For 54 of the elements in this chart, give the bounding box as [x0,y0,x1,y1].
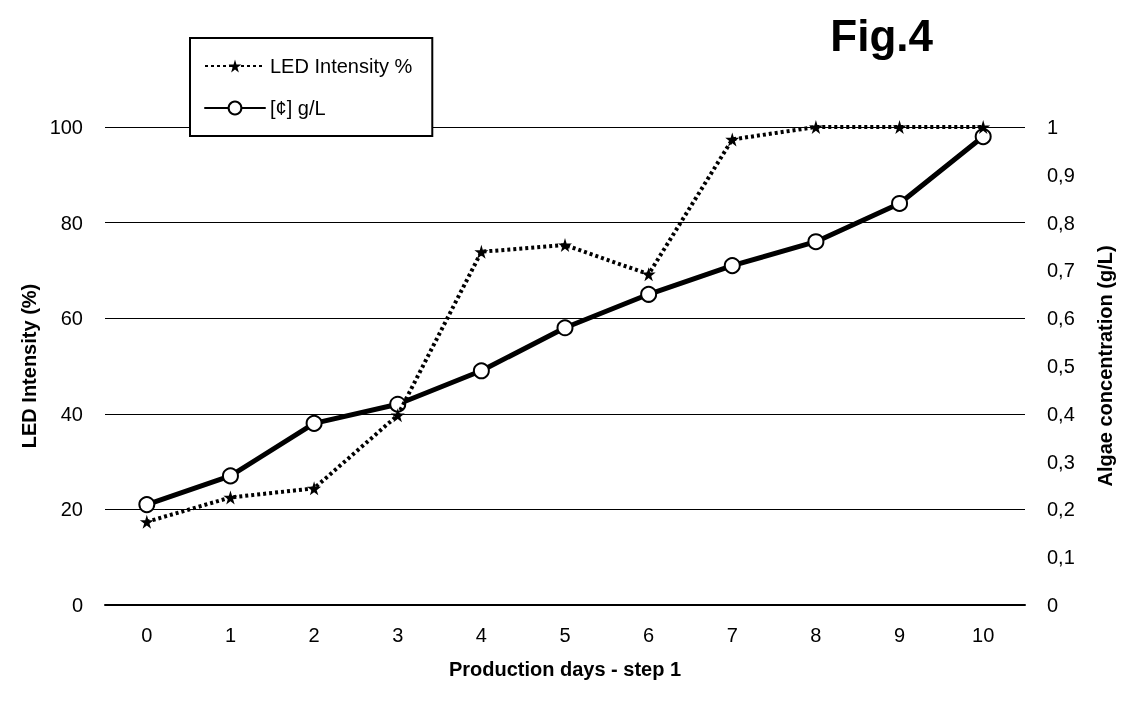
point [640,285,658,303]
x-tick-label: 8 [810,624,822,646]
y-tick-label: 20 [60,498,83,521]
x-tick-label: 10 [972,624,995,646]
x-tick-label: 5 [559,624,571,646]
point [641,267,656,282]
point [976,120,991,134]
point [221,467,239,485]
point [808,120,823,134]
point [307,481,322,496]
point [807,233,825,251]
point [472,362,490,380]
y2-tick-label: 0,9 [1047,163,1075,186]
y-tick-label: 80 [60,211,83,234]
y2-tick-label: 0,1 [1047,546,1075,569]
chart-title: Fig.4 [830,10,934,60]
point [139,514,154,529]
point [305,414,323,432]
legend-label: [¢] g/L [270,97,326,119]
y2-tick-label: 0,7 [1047,259,1075,282]
y2-tick-label: 0,3 [1047,450,1075,473]
y2-tick-label: 0,4 [1047,402,1075,425]
y2-tick-label: 0,2 [1047,498,1075,521]
x-axis-title: Production days - step 1 [448,658,682,680]
legend-label: LED Intensity % [270,55,413,77]
point [891,194,909,212]
y2-tick-label: 1 [1047,116,1059,138]
point [558,238,572,253]
y-axis-title: LED Intensity (%) [17,283,40,449]
point [725,132,740,147]
y-tick-label: 100 [49,116,83,138]
y2-tick-label: 0,6 [1047,307,1075,330]
point [390,408,405,423]
x-tick-label: 7 [726,624,738,646]
x-tick-label: 3 [392,624,404,646]
x-tick-label: 4 [475,624,487,646]
point [892,120,907,134]
x-tick-label: 9 [893,624,906,646]
point [723,257,741,275]
x-tick-label: 1 [224,624,237,646]
y2-tick-label: 0,8 [1047,211,1075,234]
y2-axis-title: Algae concentration (g/L) [1094,245,1116,487]
point [556,319,574,337]
x-tick-label: 0 [141,624,153,646]
x-tick-label: 6 [643,624,655,646]
y-tick-label: 40 [60,402,83,425]
y2-tick-label: 0,5 [1047,355,1075,377]
x-tick-label: 2 [308,624,320,646]
point [223,490,238,505]
point [138,496,156,514]
y-tick-label: 0 [71,594,83,616]
y-tick-label: 60 [60,307,83,330]
y2-tick-label: 0 [1047,594,1059,616]
point [474,244,489,259]
